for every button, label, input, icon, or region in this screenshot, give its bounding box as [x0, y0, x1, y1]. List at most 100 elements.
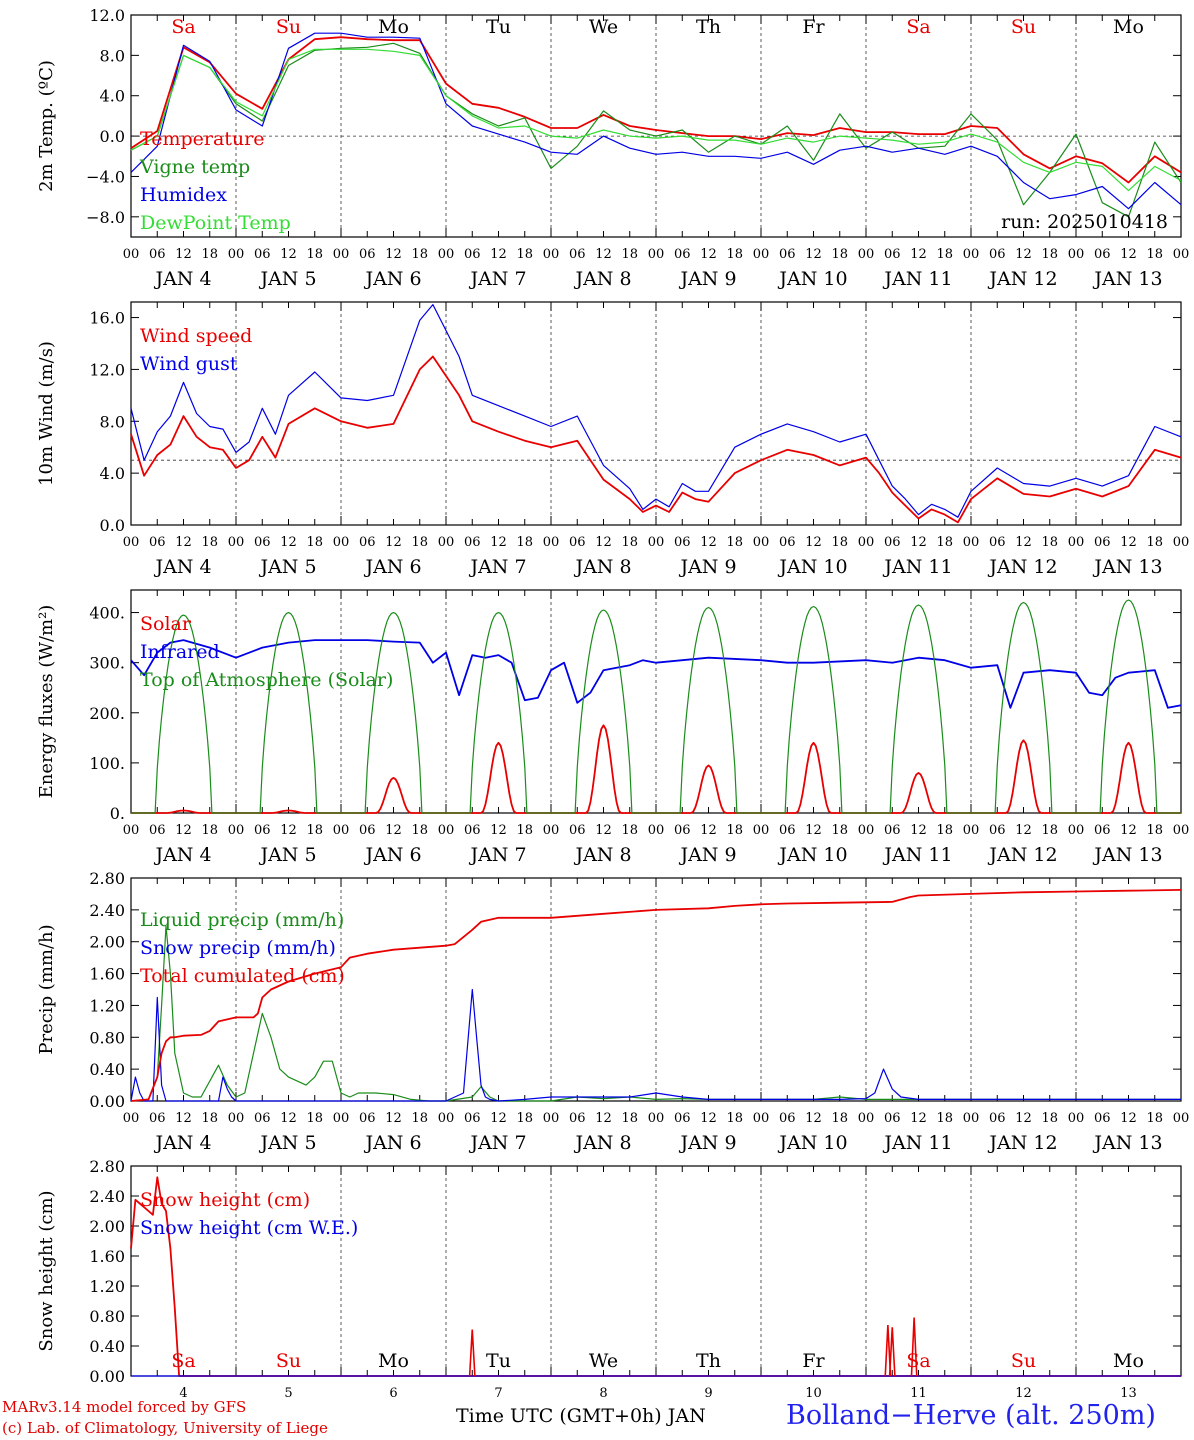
hour-tick-label: 06: [254, 247, 271, 262]
hour-tick-label: 18: [936, 823, 953, 838]
hour-tick-label: 12: [175, 247, 192, 262]
day-number-label: 5: [284, 1386, 292, 1400]
date-label: JAN 10: [777, 1132, 847, 1154]
date-label: JAN 9: [678, 1132, 736, 1154]
date-label: JAN 12: [987, 268, 1057, 290]
hour-tick-label: 12: [280, 247, 297, 262]
date-label: JAN 11: [882, 1132, 952, 1154]
hour-tick-label: 18: [306, 247, 323, 262]
hour-tick-label: 06: [779, 1111, 796, 1126]
y-tick-label: 0.80: [89, 1028, 125, 1047]
hour-tick-label: 12: [490, 247, 507, 262]
hour-tick-label: 12: [805, 535, 822, 550]
hour-tick-label: 12: [175, 535, 192, 550]
legend-entry: Humidex: [140, 184, 227, 206]
hour-tick-label: 06: [674, 535, 691, 550]
hour-tick-label: 06: [569, 247, 586, 262]
y-axis-label: Snow height (cm): [36, 1190, 57, 1351]
hour-tick-label: 18: [936, 535, 953, 550]
hour-tick-label: 12: [175, 823, 192, 838]
hour-tick-label: 00: [858, 247, 875, 262]
hour-tick-label: 00: [333, 247, 350, 262]
hour-tick-label: 12: [595, 535, 612, 550]
hour-tick-label: 18: [201, 1111, 218, 1126]
hour-tick-label: 18: [621, 823, 638, 838]
hour-tick-label: 00: [333, 823, 350, 838]
hour-tick-label: 00: [1173, 535, 1190, 550]
y-tick-label: 0.0: [100, 127, 125, 146]
hour-tick-label: 00: [438, 823, 455, 838]
legend-entry: Infrared: [140, 641, 220, 663]
date-label: JAN 10: [777, 844, 847, 866]
hour-tick-label: 00: [123, 535, 140, 550]
hour-tick-label: 18: [831, 823, 848, 838]
hour-tick-label: 12: [385, 823, 402, 838]
snow-height-spike: [468, 1329, 476, 1377]
hour-tick-label: 00: [858, 1111, 875, 1126]
hour-tick-label: 06: [674, 1111, 691, 1126]
hour-tick-label: 00: [1173, 823, 1190, 838]
hour-tick-label: 06: [884, 247, 901, 262]
hour-tick-label: 06: [254, 535, 271, 550]
credit-line-2: (c) Lab. of Climatology, University of L…: [2, 1419, 328, 1437]
hour-tick-label: 00: [543, 1111, 560, 1126]
hour-tick-label: 18: [306, 535, 323, 550]
hour-tick-label: 12: [700, 247, 717, 262]
hour-tick-label: 12: [910, 823, 927, 838]
hour-tick-label: 00: [1068, 823, 1085, 838]
plot-frame: [130, 589, 1182, 814]
y-tick-label: 1.20: [89, 996, 125, 1015]
hour-tick-label: 12: [805, 1111, 822, 1126]
series-line-solar: [131, 724, 1181, 814]
hour-tick-label: 00: [648, 535, 665, 550]
series-line-top-of-atmosphere-solar: [131, 599, 1181, 814]
hour-tick-label: 00: [123, 247, 140, 262]
hour-tick-label: 18: [831, 1111, 848, 1126]
hour-tick-label: 12: [595, 823, 612, 838]
date-label: JAN 7: [468, 1132, 526, 1154]
date-label: JAN 9: [678, 556, 736, 578]
hour-tick-label: 00: [543, 247, 560, 262]
y-axis-label: 10m Wind (m/s): [36, 341, 57, 486]
hour-tick-label: 12: [385, 247, 402, 262]
hour-tick-label: 12: [280, 1111, 297, 1126]
hour-tick-label: 18: [831, 535, 848, 550]
hour-tick-label: 12: [595, 247, 612, 262]
date-label: JAN 12: [987, 844, 1057, 866]
hour-tick-label: 18: [306, 823, 323, 838]
date-label: JAN 11: [882, 556, 952, 578]
date-label: JAN 5: [258, 844, 316, 866]
y-tick-label: 0.0: [100, 516, 125, 535]
hour-tick-label: 06: [464, 1111, 481, 1126]
y-tick-label: 0.80: [89, 1307, 125, 1326]
hour-tick-label: 00: [963, 1111, 980, 1126]
hour-tick-label: 06: [989, 1111, 1006, 1126]
day-name-label: Sa: [906, 1350, 930, 1372]
date-label: JAN 13: [1092, 844, 1162, 866]
legend-entry: Liquid precip (mm/h): [140, 909, 344, 931]
y-tick-label: 200.: [89, 704, 125, 723]
hour-tick-label: 06: [149, 247, 166, 262]
y-tick-label: 0.: [110, 804, 125, 823]
hour-tick-label: 12: [805, 823, 822, 838]
day-number-label: 9: [704, 1386, 712, 1400]
date-label: JAN 4: [153, 556, 211, 578]
snow-height-spike: [884, 1324, 892, 1377]
hour-tick-label: 00: [228, 823, 245, 838]
date-label: JAN 13: [1092, 268, 1162, 290]
y-tick-label: 12.0: [89, 6, 125, 25]
hour-tick-label: 18: [411, 247, 428, 262]
hour-tick-label: 12: [490, 823, 507, 838]
date-label: JAN 7: [468, 268, 526, 290]
hour-tick-label: 18: [516, 535, 533, 550]
hour-tick-label: 00: [648, 247, 665, 262]
hour-tick-label: 12: [1120, 1111, 1137, 1126]
hour-tick-label: 06: [1094, 535, 1111, 550]
hour-tick-label: 18: [621, 247, 638, 262]
hour-tick-label: 06: [464, 247, 481, 262]
hour-tick-label: 06: [779, 247, 796, 262]
hour-tick-label: 00: [753, 247, 770, 262]
hour-tick-label: 18: [1041, 247, 1058, 262]
date-label: JAN 6: [363, 268, 421, 290]
day-number-label: 4: [179, 1386, 187, 1400]
